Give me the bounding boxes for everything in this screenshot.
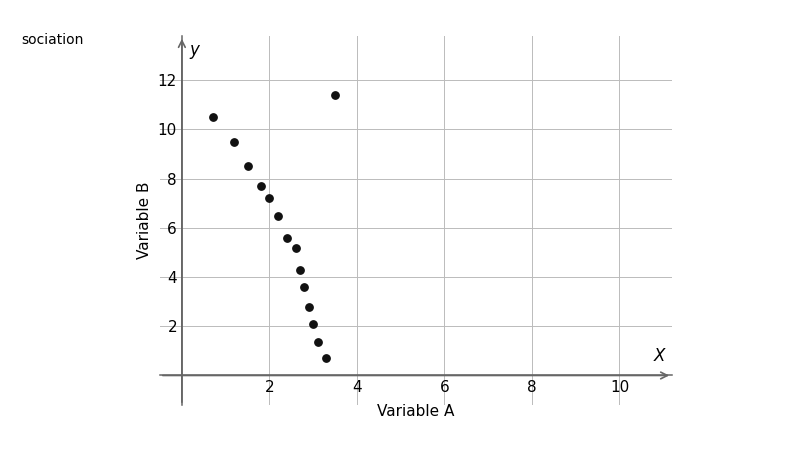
Text: sociation: sociation (21, 33, 83, 48)
Point (294, 266, 306, 273)
Point (320, 355, 333, 362)
Text: X: X (654, 347, 665, 365)
Point (254, 182, 267, 189)
Point (302, 303, 315, 310)
Point (263, 195, 276, 202)
Point (206, 113, 219, 121)
Point (241, 163, 254, 170)
Text: y: y (190, 41, 200, 59)
Point (329, 91, 342, 99)
Point (272, 212, 285, 219)
Point (290, 244, 302, 251)
Point (311, 339, 324, 346)
Point (306, 320, 319, 328)
Y-axis label: Variable B: Variable B (138, 182, 152, 259)
Point (228, 138, 241, 145)
Point (281, 234, 294, 241)
X-axis label: Variable A: Variable A (378, 404, 454, 419)
Point (298, 284, 311, 291)
